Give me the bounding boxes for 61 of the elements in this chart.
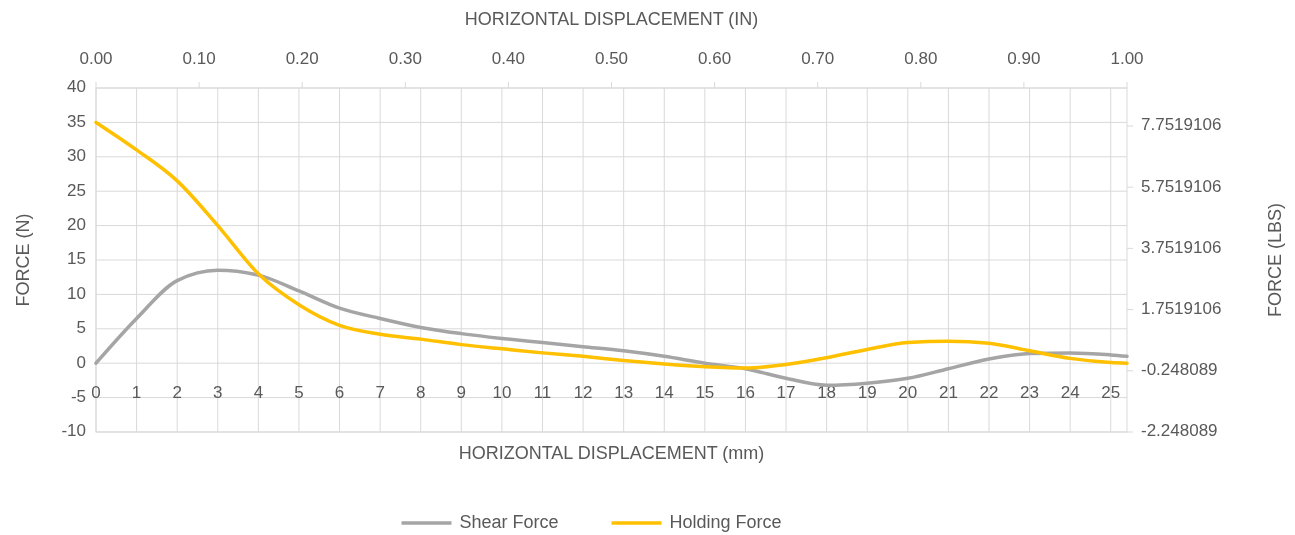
x-tick-label: 14 xyxy=(654,382,674,402)
x-tick-label: 24 xyxy=(1060,382,1080,402)
y-tick-label: 35 xyxy=(67,111,86,131)
y2-tick-label: 7.7519106 xyxy=(1141,115,1222,135)
y-tick-label: 5 xyxy=(76,318,86,338)
y2-tick-label: -2.248089 xyxy=(1141,421,1218,441)
x-tick-label: 22 xyxy=(979,382,999,402)
x-tick-label: 25 xyxy=(1101,382,1121,402)
x2-tick-label: 0.90 xyxy=(1007,49,1041,69)
x-tick-label: 13 xyxy=(614,382,634,402)
y-tick-label: 15 xyxy=(67,249,86,269)
y2-tick-label: 5.7519106 xyxy=(1141,176,1222,196)
x-tick-label: 8 xyxy=(415,382,426,402)
line-series xyxy=(94,120,1129,370)
x2-tick-label: 0.40 xyxy=(491,49,525,69)
x-tick-label: 10 xyxy=(492,382,512,402)
x-tick-label: 11 xyxy=(533,382,552,402)
x2-tick-label: 0.00 xyxy=(79,49,113,69)
y2-axis-title: FORCE (LBS) xyxy=(1264,202,1285,318)
y2-tick-label: -0.248089 xyxy=(1141,360,1218,380)
y-axis-title: FORCE (N) xyxy=(12,213,33,307)
x-tick-label: 3 xyxy=(213,382,223,402)
x-tick-label: 19 xyxy=(857,382,877,402)
y-tick-label: -5 xyxy=(70,387,86,407)
x-tick-label: 1 xyxy=(131,382,142,402)
x2-tick-label: 0.10 xyxy=(182,49,216,69)
x2-tick-label: 0.50 xyxy=(594,49,629,69)
x2-axis-title: HORIZONTAL DISPLACEMENT (IN) xyxy=(464,8,759,29)
x-tick-label: 21 xyxy=(938,382,958,402)
x2-tick-label: 1.00 xyxy=(1110,49,1144,69)
y-tick-label: 25 xyxy=(67,180,86,200)
x-tick-label: 23 xyxy=(1020,382,1040,402)
legend-label: Shear Force xyxy=(459,511,559,532)
x-tick-label: 2 xyxy=(172,382,182,402)
x-axis-title: HORIZONTAL DISPLACEMENT (mm) xyxy=(458,442,765,463)
x-tick-label: 0 xyxy=(91,382,101,402)
y-tick-label: 40 xyxy=(67,77,86,97)
line-series xyxy=(94,268,1129,387)
x2-tick-label: 0.80 xyxy=(904,49,938,69)
y-tick-label: -10 xyxy=(61,421,86,441)
x-tick-label: 16 xyxy=(735,382,755,402)
y-tick-label: 30 xyxy=(67,146,86,166)
x-tick-label: 6 xyxy=(334,382,345,402)
x-tick-label: 20 xyxy=(898,382,918,402)
x2-tick-label: 0.60 xyxy=(698,49,732,69)
x-tick-label: 17 xyxy=(776,382,796,402)
x-tick-label: 4 xyxy=(253,382,264,402)
x2-tick-label: 0.70 xyxy=(801,49,835,69)
y-tick-label: 20 xyxy=(67,215,86,235)
x2-tick-label: 0.20 xyxy=(285,49,319,69)
y2-tick-label: 3.7519106 xyxy=(1141,237,1222,257)
x-tick-label: 12 xyxy=(573,382,593,402)
x-tick-label: 5 xyxy=(294,382,304,402)
x2-tick-label: 0.30 xyxy=(388,49,422,69)
legend-label: Holding Force xyxy=(669,511,782,532)
y2-tick-label: 1.7519106 xyxy=(1141,299,1222,319)
x-tick-label: 15 xyxy=(695,382,715,402)
y-tick-label: 10 xyxy=(67,283,86,303)
y-tick-label: 0 xyxy=(76,352,86,372)
x-tick-label: 9 xyxy=(456,382,467,402)
x-tick-label: 7 xyxy=(375,382,385,402)
